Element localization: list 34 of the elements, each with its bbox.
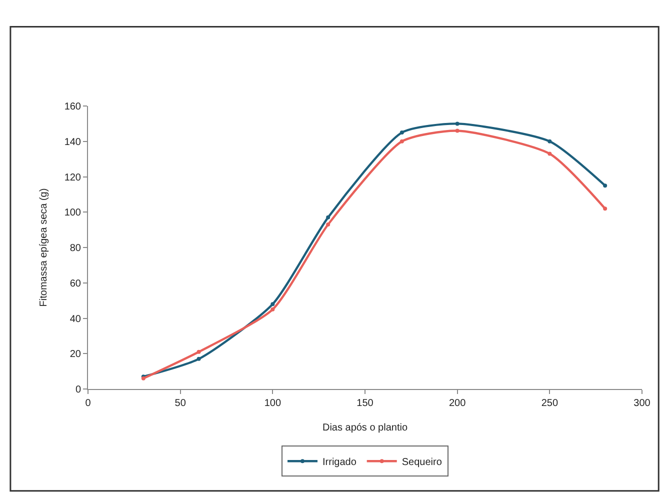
- point: [196, 356, 201, 361]
- y-tick-label: 100: [64, 208, 82, 219]
- y-tick-label: 60: [70, 278, 82, 290]
- point: [548, 152, 552, 156]
- point: [548, 139, 552, 144]
- point: [455, 128, 460, 133]
- y-tick-label: 0: [75, 384, 82, 396]
- point: [326, 215, 330, 220]
- legend-label: Sequeiro: [402, 457, 442, 468]
- y-tick-label: 20: [70, 349, 82, 360]
- y-tick-label: 160: [64, 102, 82, 112]
- x-tick-label: 250: [541, 398, 558, 409]
- x-tick-label: 100: [264, 398, 282, 409]
- y-tick-label: 40: [70, 314, 82, 325]
- point: [603, 206, 608, 211]
- point: [270, 307, 275, 312]
- legend-label: Irrigado: [322, 457, 357, 468]
- point: [400, 130, 404, 135]
- point: [270, 302, 275, 306]
- point: [400, 139, 404, 144]
- x-tick-label: 200: [448, 398, 466, 409]
- point: [196, 350, 201, 354]
- x-tick-label: 0: [85, 398, 92, 409]
- y-tick-label: 120: [64, 172, 82, 184]
- x-tick-label: 50: [174, 398, 186, 409]
- x-tick-label: 150: [356, 398, 374, 409]
- y-tick-label: 80: [70, 243, 82, 254]
- point: [455, 122, 460, 126]
- point: [603, 184, 608, 188]
- y-tick-label: 140: [64, 136, 82, 148]
- y-axis-title: Fitomassa epígea seca (g): [38, 188, 50, 307]
- x-tick-label: 300: [634, 398, 651, 409]
- x-axis-title: Dias após o plantio: [322, 422, 408, 434]
- point: [326, 222, 330, 227]
